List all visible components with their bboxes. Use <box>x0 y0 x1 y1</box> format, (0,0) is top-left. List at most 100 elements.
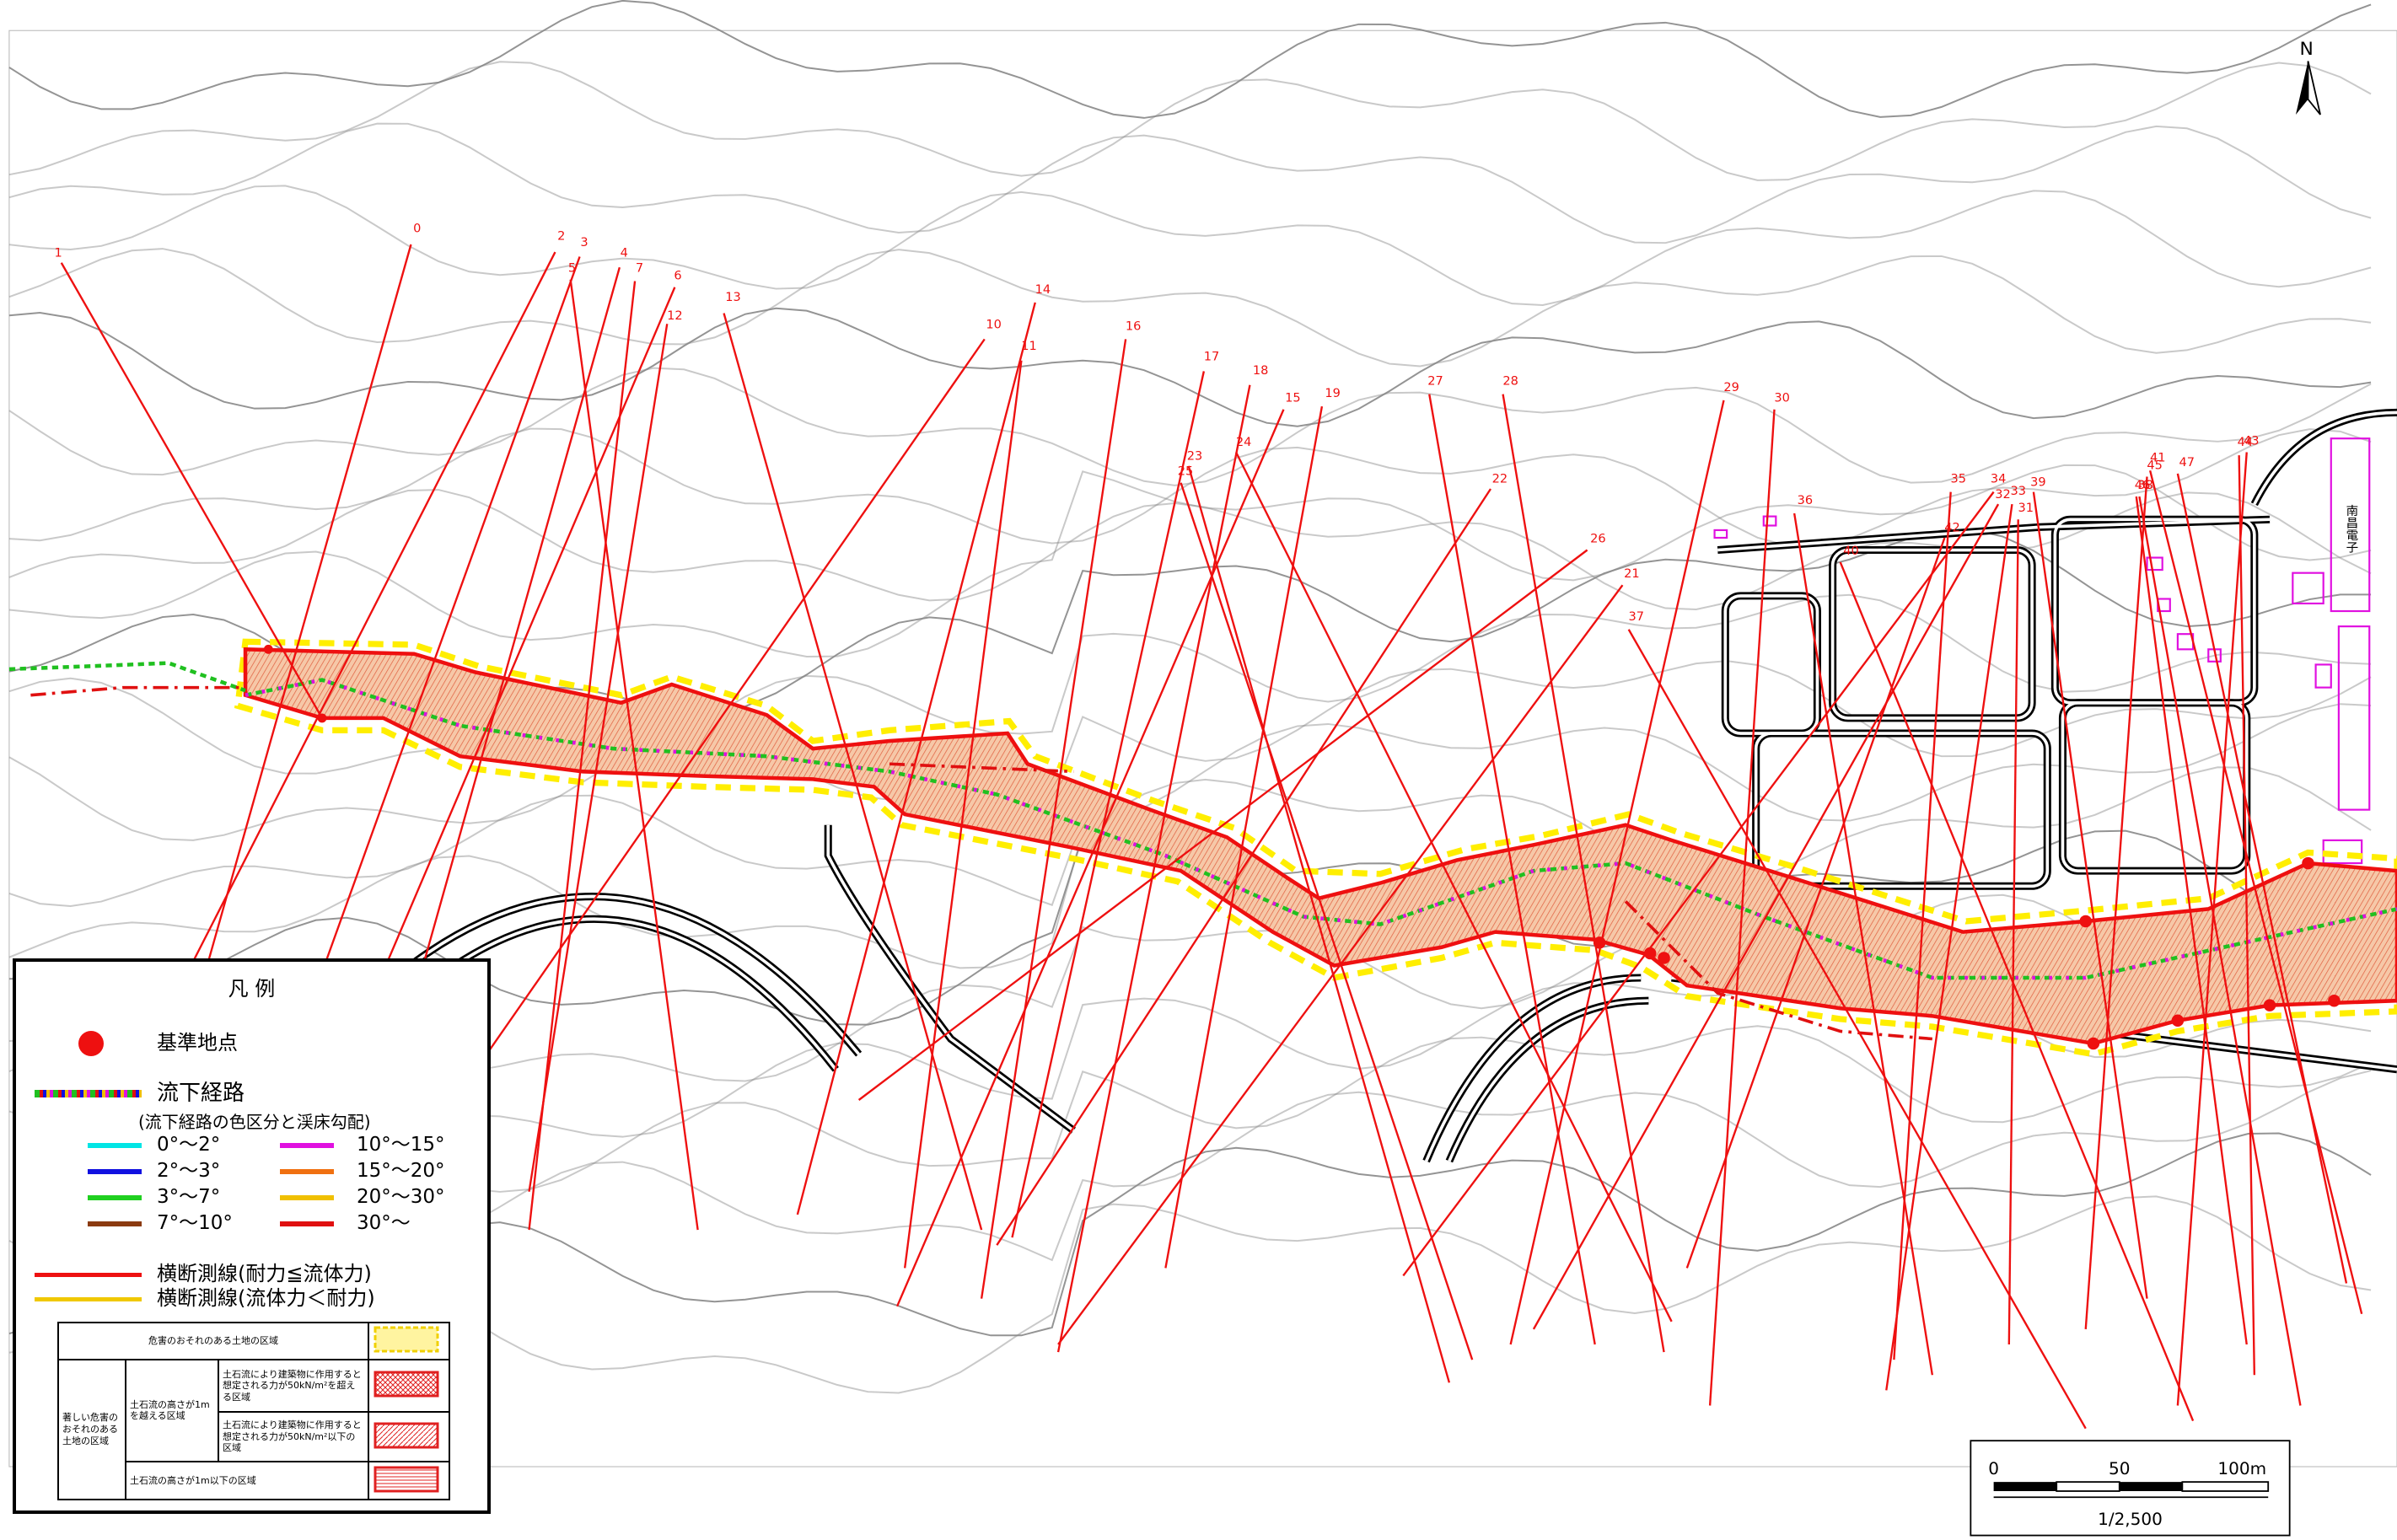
legend: 凡 例 基準地点 流下経路 (流下経路の色区分と渓床勾配) 0°～2° 2°～3°… <box>13 958 491 1514</box>
red-line-symbol <box>35 1273 142 1277</box>
section-line <box>904 360 1023 1269</box>
section-label: 29 <box>1723 381 1739 394</box>
section-line <box>1056 384 1251 1353</box>
section-line <box>980 339 1127 1299</box>
contour-line <box>8 593 2372 775</box>
area-table: 危害のおそれのある土地の区域 著しい危害のおそれのある土地の区域 土石流の高さが… <box>57 1321 450 1501</box>
yellow-line-symbol <box>35 1297 142 1301</box>
section-line <box>1839 561 2195 1422</box>
building-label: 南昌電子 <box>2344 504 2357 553</box>
section-label: 17 <box>1204 351 1220 364</box>
section-line <box>857 549 1588 1101</box>
section-label: 5 <box>568 262 576 276</box>
reference-label: 基準地点 <box>157 1031 238 1054</box>
severe-area <box>243 647 2397 1046</box>
section-line <box>1180 482 1474 1360</box>
section-label: 13 <box>725 291 741 304</box>
gradient-label: 3°～7° <box>157 1186 221 1208</box>
section-label: 18 <box>1253 364 1269 378</box>
section-label: 22 <box>1492 473 1508 486</box>
contour-line <box>8 367 2372 486</box>
contour-line <box>8 61 2372 181</box>
section-line <box>2084 476 2148 1329</box>
scale-label: 50 <box>2109 1458 2130 1478</box>
gradient-label: 10°～15° <box>357 1134 445 1156</box>
force-under-swatch <box>374 1422 439 1449</box>
contour-line <box>8 307 2372 427</box>
section-label: 23 <box>1187 450 1203 464</box>
gradient-swatch <box>88 1143 142 1148</box>
section-label: 24 <box>1236 436 1252 449</box>
reference-symbol <box>78 1031 104 1056</box>
scale-label: 100m <box>2217 1458 2266 1478</box>
gradient-label: 7°～10° <box>157 1212 233 1234</box>
contour-line <box>8 0 2372 119</box>
section-line <box>2238 455 2256 1376</box>
section-line <box>1235 451 1673 1323</box>
section-line <box>2138 496 2302 1406</box>
flow-route-steep <box>245 678 2397 980</box>
section-line <box>723 313 983 1231</box>
section-label: 14 <box>1035 283 1051 297</box>
north-label: N <box>2300 39 2314 60</box>
section-line <box>1509 400 1725 1345</box>
section-line <box>528 281 637 1231</box>
buildings <box>1655 437 2371 909</box>
section-line <box>2135 496 2248 1345</box>
section-line <box>137 251 556 1070</box>
gradient-label: 15°～20° <box>357 1160 445 1182</box>
section-line <box>1532 503 2000 1330</box>
section-line <box>198 244 412 994</box>
gradient-swatch <box>280 1221 334 1226</box>
roads <box>411 408 2397 1163</box>
section-line <box>1428 394 1596 1345</box>
section-label: 4 <box>621 247 628 260</box>
section-label: 33 <box>2010 485 2026 498</box>
section-label: 47 <box>2179 456 2195 470</box>
section-label: 39 <box>2030 475 2046 489</box>
flow-route-note: (流下経路の色区分と渓床勾配) <box>138 1112 371 1132</box>
contour-line <box>8 122 2372 244</box>
contour-line <box>8 703 2372 907</box>
section-label: 3 <box>580 236 588 250</box>
section-line <box>1893 491 1952 1360</box>
section-label: 7 <box>636 262 643 276</box>
section-line <box>1011 371 1206 1238</box>
section-label: 11 <box>1021 340 1037 353</box>
flow-route-aux <box>30 685 1933 1041</box>
flow-route-label: 流下経路 <box>157 1081 245 1106</box>
height-under-swatch <box>374 1466 439 1492</box>
gradient-swatch <box>88 1221 142 1226</box>
section-line <box>459 338 986 1093</box>
north-arrow: N <box>2295 39 2321 115</box>
section-line <box>569 279 699 1231</box>
flow-route-symbol <box>35 1090 142 1097</box>
gradient-label: 30°～ <box>357 1212 411 1234</box>
section-label: 16 <box>1126 320 1142 334</box>
contour-line <box>8 185 2372 306</box>
gradient-swatch <box>88 1169 142 1174</box>
section-label: 25 <box>1178 465 1194 479</box>
section-label: 45 <box>2147 459 2163 472</box>
red-line-label: 横断測線(耐力≦流体力) <box>157 1262 372 1285</box>
section-line <box>796 302 1036 1215</box>
section-line <box>895 409 1285 1307</box>
legend-title: 凡 例 <box>228 977 276 1001</box>
height-over-label: 土石流の高さが1mを越える区域 <box>125 1359 219 1462</box>
section-label: 6 <box>674 270 681 283</box>
contour-line <box>8 766 2372 969</box>
contour-line <box>8 248 2372 368</box>
section-label: 37 <box>1629 610 1645 624</box>
danger-area-label: 危害のおそれのある土地の区域 <box>57 1321 369 1361</box>
section-label: 43 <box>2244 434 2260 448</box>
section-line <box>1187 465 1451 1383</box>
force-over-swatch <box>374 1371 439 1398</box>
section-label: 35 <box>1951 473 1967 486</box>
section-label: 36 <box>1798 494 1814 507</box>
section-label: 26 <box>1590 532 1606 545</box>
section-line <box>60 262 324 719</box>
gradient-label: 0°～2° <box>157 1134 221 1156</box>
